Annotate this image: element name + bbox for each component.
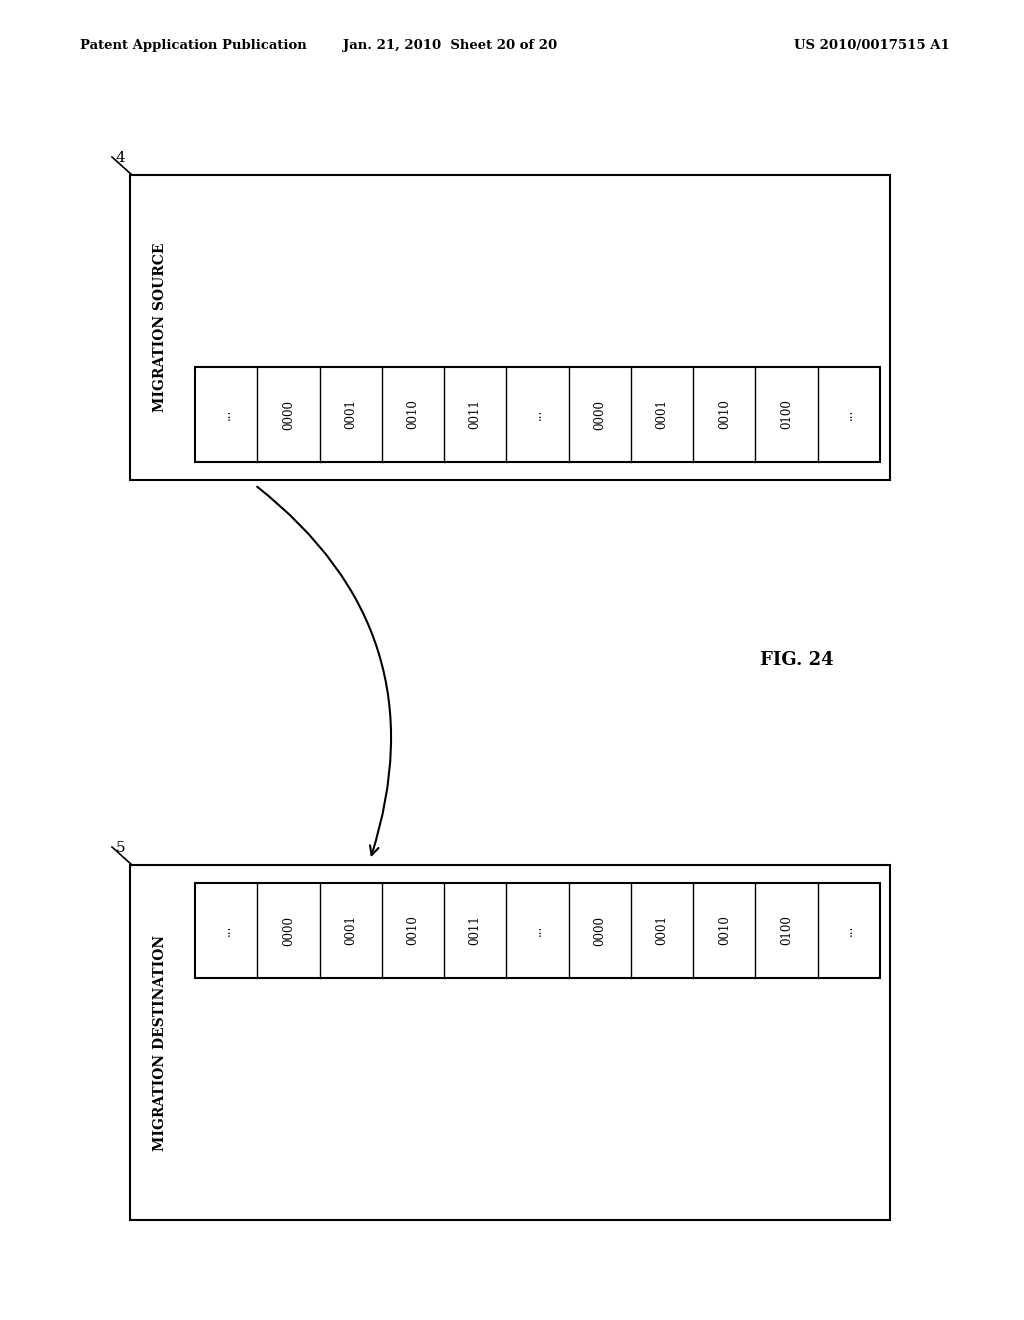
Text: Jan. 21, 2010  Sheet 20 of 20: Jan. 21, 2010 Sheet 20 of 20: [343, 38, 557, 51]
Bar: [195, 367, 880, 462]
Text: ...: ...: [219, 925, 232, 936]
Text: MIGRATION DESTINATION: MIGRATION DESTINATION: [153, 935, 167, 1151]
Text: 0000: 0000: [282, 916, 295, 945]
Text: ...: ...: [531, 925, 544, 936]
Text: 0001: 0001: [344, 400, 357, 429]
Bar: [195, 883, 880, 978]
Text: 0011: 0011: [469, 916, 481, 945]
Text: ...: ...: [843, 409, 855, 420]
Text: ...: ...: [843, 925, 855, 936]
Text: MIGRATION SOURCE: MIGRATION SOURCE: [153, 243, 167, 412]
Text: 0001: 0001: [344, 916, 357, 945]
Text: 0010: 0010: [718, 916, 731, 945]
Text: 0100: 0100: [780, 916, 794, 945]
Text: 0001: 0001: [655, 916, 669, 945]
Text: 0010: 0010: [407, 916, 420, 945]
Text: 0100: 0100: [780, 400, 794, 429]
Text: 0001: 0001: [655, 400, 669, 429]
Text: Patent Application Publication: Patent Application Publication: [80, 38, 307, 51]
Text: 0010: 0010: [407, 400, 420, 429]
Text: ...: ...: [219, 409, 232, 420]
Text: 5: 5: [116, 841, 125, 855]
Text: FIG. 24: FIG. 24: [760, 651, 834, 669]
Text: 4: 4: [116, 150, 125, 165]
Text: 0000: 0000: [593, 916, 606, 945]
Text: ...: ...: [531, 409, 544, 420]
Text: US 2010/0017515 A1: US 2010/0017515 A1: [795, 38, 950, 51]
Text: 0010: 0010: [718, 400, 731, 429]
Text: 0000: 0000: [593, 400, 606, 429]
Text: 0000: 0000: [282, 400, 295, 429]
Bar: [130, 176, 890, 480]
Text: 0011: 0011: [469, 400, 481, 429]
Bar: [130, 865, 890, 1220]
